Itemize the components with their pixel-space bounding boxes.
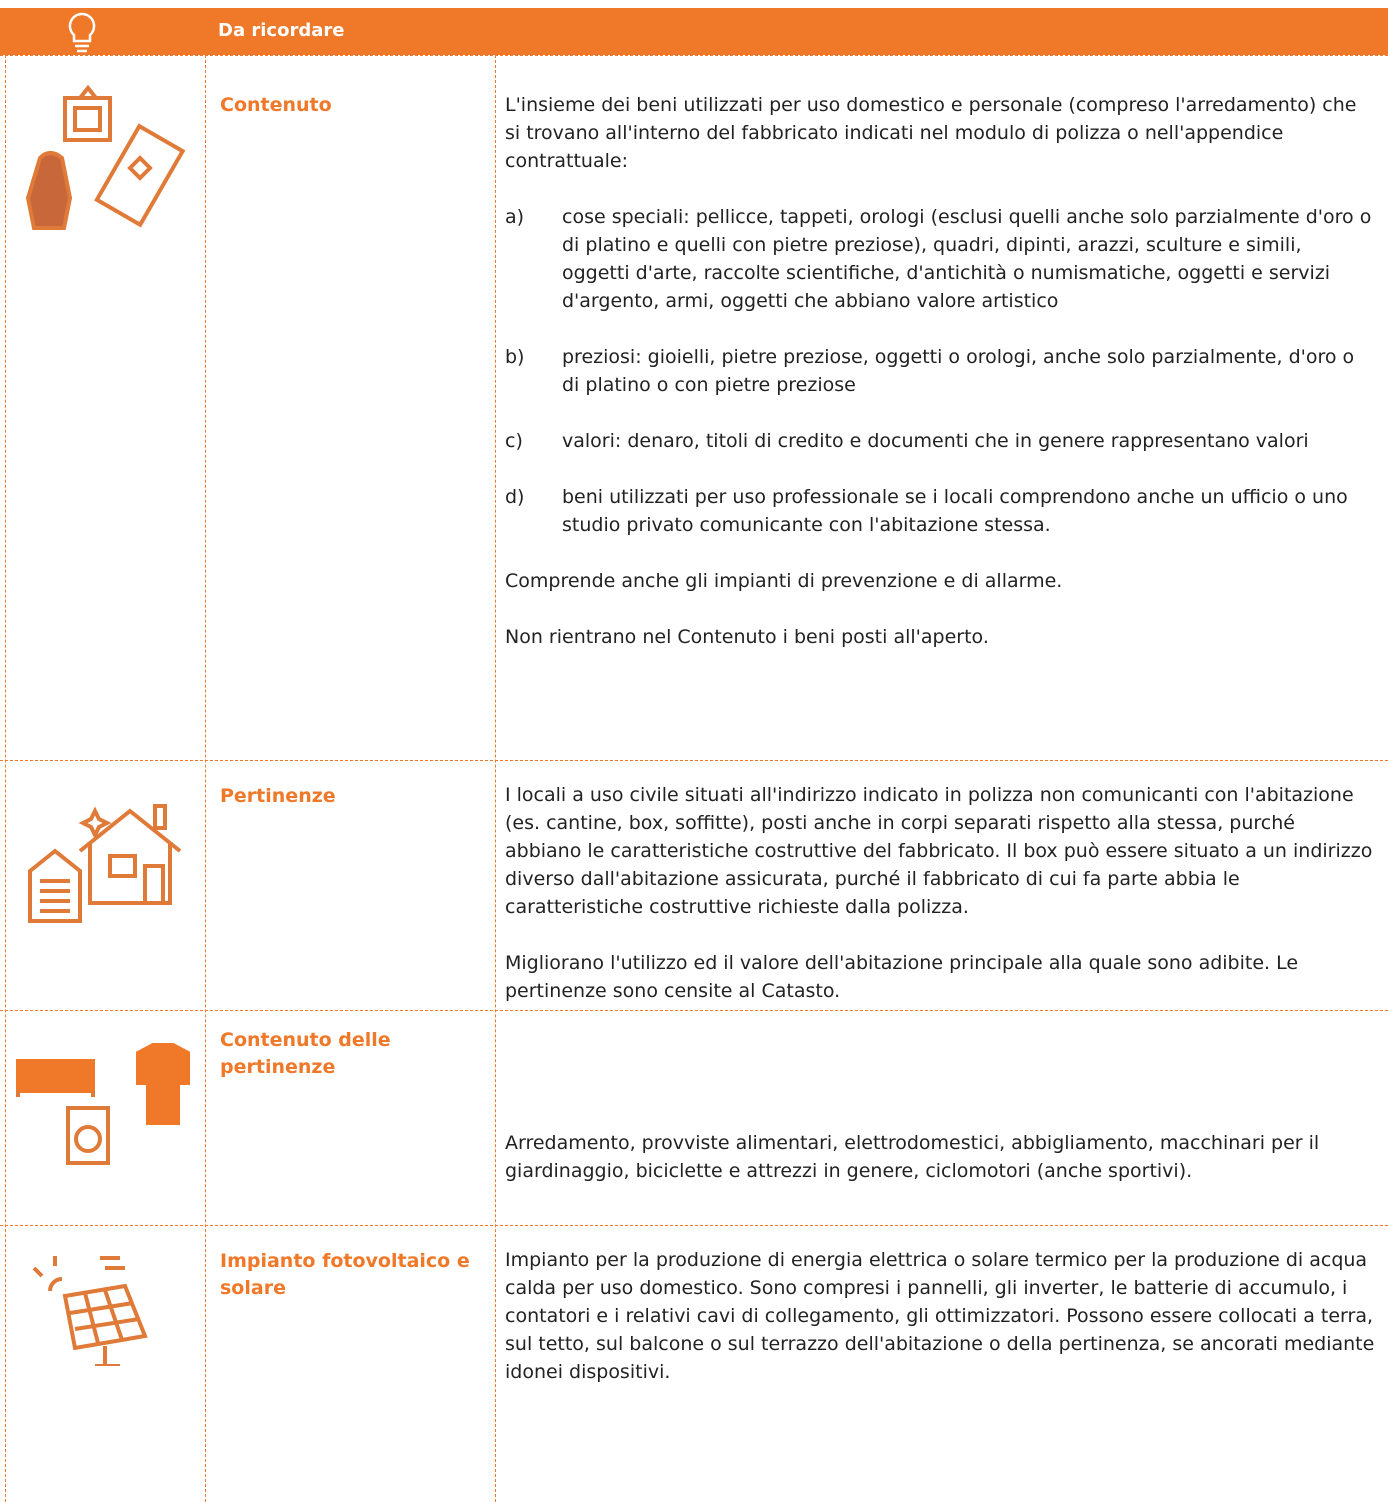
- paragraph: L'insieme dei beni utilizzati per uso do…: [505, 94, 1357, 172]
- paragraph: Non rientrano nel Contenuto i beni posti…: [505, 626, 989, 648]
- bulb-icon: [68, 12, 96, 53]
- term: Contenuto delle pertinenze: [220, 1029, 391, 1078]
- divider: [205, 55, 206, 1502]
- divider: [495, 55, 496, 1502]
- item-label: a): [505, 206, 525, 228]
- list-item: a) cose speciali: pellicce, tappeti, orol…: [505, 203, 1375, 315]
- header-title: Da ricordare: [218, 20, 345, 41]
- item-label: b): [505, 346, 525, 368]
- item-text: cose speciali: pellicce, tappeti, orolog…: [562, 206, 1372, 312]
- divider: [5, 55, 6, 1502]
- paragraph: I locali a uso civile situati all'indiri…: [505, 784, 1373, 918]
- term: Pertinenze: [220, 785, 336, 807]
- list-item: c) valori: denaro, titoli di credito e do…: [505, 427, 1375, 455]
- paragraph: Migliorano l'utilizzo ed il valore dell'…: [505, 952, 1299, 1002]
- description: I locali a uso civile situati all'indiri…: [505, 781, 1375, 1033]
- item-text: beni utilizzati per uso professionale se…: [562, 486, 1348, 536]
- row: Impianto fotovoltaico e solare Impianto …: [0, 1225, 1388, 1502]
- item-text: valori: denaro, titoli di credito e docu…: [562, 430, 1309, 452]
- description: Arredamento, provviste alimentari, elett…: [505, 1129, 1375, 1213]
- row: Contenuto L'insieme dei beni utilizzati …: [0, 55, 1388, 760]
- paragraph: Comprende anche gli impianti di prevenzi…: [505, 570, 1063, 592]
- list-item: d) beni utilizzati per uso professionale …: [505, 483, 1375, 539]
- paragraph: Arredamento, provviste alimentari, elett…: [505, 1132, 1320, 1182]
- description: L'insieme dei beni utilizzati per uso do…: [505, 91, 1375, 679]
- term: Contenuto: [220, 94, 332, 116]
- item-text: preziosi: gioielli, pietre preziose, ogg…: [562, 346, 1355, 396]
- item-label: d): [505, 486, 525, 508]
- header-bar: Da ricordare: [0, 8, 1388, 55]
- solar-icon: [32, 1256, 148, 1366]
- house-icon: [28, 804, 182, 923]
- furniture-icon: [16, 1043, 190, 1165]
- paragraph: Impianto per la produzione di energia el…: [505, 1249, 1375, 1383]
- term: Impianto fotovoltaico e solare: [220, 1250, 470, 1299]
- row: Pertinenze I locali a uso civile situati…: [0, 760, 1388, 1010]
- description: Impianto per la produzione di energia el…: [505, 1246, 1375, 1414]
- list-item: b) preziosi: gioielli, pietre preziose, o…: [505, 343, 1375, 399]
- row: Contenuto delle pertinenze Arredamento, …: [0, 1010, 1388, 1225]
- item-label: c): [505, 430, 523, 452]
- content-icon: [25, 84, 186, 230]
